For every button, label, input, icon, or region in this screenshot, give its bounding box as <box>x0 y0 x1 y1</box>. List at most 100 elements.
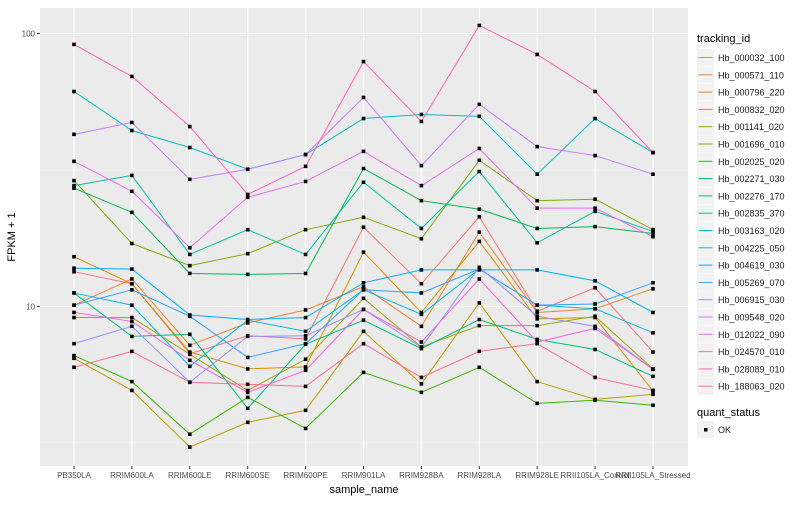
data-point <box>72 89 76 94</box>
data-point <box>535 337 539 342</box>
x-tick-label: RRIM600LE <box>168 471 212 480</box>
legend-label: Hb_004225_050 <box>718 243 785 253</box>
data-point <box>419 236 424 241</box>
data-point <box>361 180 366 185</box>
data-point <box>477 277 482 281</box>
data-point <box>361 296 366 301</box>
x-tick-label: RRIM928LA <box>458 471 502 480</box>
x-tick-label: RRII105LA_Control <box>560 471 630 480</box>
data-point <box>477 114 482 119</box>
legend-label: Hb_005269_070 <box>718 278 785 288</box>
data-point <box>303 384 308 389</box>
legend: tracking_id Hb_000032_100 Hb_000571_110 Hb… <box>697 33 785 438</box>
data-point <box>361 95 366 100</box>
data-point <box>188 314 192 319</box>
data-point <box>130 288 134 292</box>
legend-label: Hb_000571_110 <box>718 70 784 80</box>
data-point <box>593 153 597 158</box>
data-point <box>535 310 539 315</box>
data-point <box>72 132 76 137</box>
data-point <box>361 215 366 220</box>
data-point <box>419 198 424 203</box>
data-point <box>419 183 424 188</box>
data-point <box>593 206 597 210</box>
data-point <box>130 277 134 281</box>
data-point <box>188 332 192 337</box>
data-point <box>130 189 134 194</box>
data-point <box>72 254 76 259</box>
legend-label: Hb_001141_020 <box>718 122 784 132</box>
data-point <box>419 291 424 295</box>
data-point <box>188 145 192 150</box>
data-point <box>130 349 134 354</box>
data-point <box>303 408 308 413</box>
data-point <box>477 317 482 322</box>
data-point <box>419 119 424 124</box>
data-point <box>130 315 134 320</box>
legend-label: Hb_188063_020 <box>718 382 785 392</box>
data-point <box>535 206 539 210</box>
data-point <box>361 288 366 292</box>
legend-label: Hb_002271_030 <box>718 174 785 184</box>
data-point <box>303 329 308 334</box>
data-point <box>130 324 134 329</box>
data-point <box>245 395 250 400</box>
data-point <box>651 231 655 236</box>
x-tick-label: RRIM600LA <box>110 471 154 480</box>
data-point <box>130 267 134 271</box>
data-point <box>72 183 76 188</box>
data-point <box>535 240 539 245</box>
legend-label: Hb_003163_020 <box>718 226 785 236</box>
data-point <box>72 341 76 346</box>
x-tick-label: RRIM901LA <box>342 471 386 480</box>
data-point <box>72 315 76 320</box>
data-point <box>72 269 76 274</box>
data-point <box>535 268 539 272</box>
data-point <box>188 124 192 129</box>
data-point <box>188 352 192 357</box>
x-axis-title: sample_name <box>329 484 398 496</box>
data-point <box>245 167 250 172</box>
data-point <box>651 150 655 155</box>
data-point <box>593 347 597 352</box>
data-point <box>477 169 482 174</box>
data-point <box>361 341 366 346</box>
y-axis: 10 100 <box>22 29 40 311</box>
data-point <box>593 302 597 306</box>
data-point <box>303 227 308 232</box>
data-point <box>419 112 424 117</box>
data-point <box>535 172 539 177</box>
data-point <box>419 345 424 350</box>
data-point <box>419 375 424 380</box>
data-point <box>245 251 250 256</box>
data-point <box>245 406 250 411</box>
data-point <box>245 388 250 393</box>
data-point <box>303 334 308 338</box>
legend-label: Hb_002276_170 <box>718 191 785 201</box>
data-point <box>477 230 482 234</box>
ok-point-icon <box>704 428 708 432</box>
x-tick-label: RRIM928LE <box>515 471 559 480</box>
data-point <box>477 146 482 151</box>
data-point <box>477 207 482 212</box>
data-point <box>303 152 308 157</box>
data-point <box>651 172 655 177</box>
data-point <box>535 317 539 321</box>
data-point <box>130 74 134 79</box>
legend-label: Hb_009548_020 <box>718 313 785 323</box>
data-point <box>188 343 192 348</box>
data-point <box>419 163 424 168</box>
legend-label: Hb_002835_370 <box>718 209 785 219</box>
data-point <box>477 102 482 107</box>
data-point <box>72 186 76 191</box>
data-point <box>361 370 366 375</box>
data-point <box>593 279 597 283</box>
data-point <box>651 367 655 372</box>
data-point <box>245 420 250 425</box>
data-point <box>535 323 539 328</box>
data-point <box>651 280 655 285</box>
data-point <box>593 326 597 331</box>
data-point <box>72 42 76 47</box>
data-point <box>419 310 424 315</box>
